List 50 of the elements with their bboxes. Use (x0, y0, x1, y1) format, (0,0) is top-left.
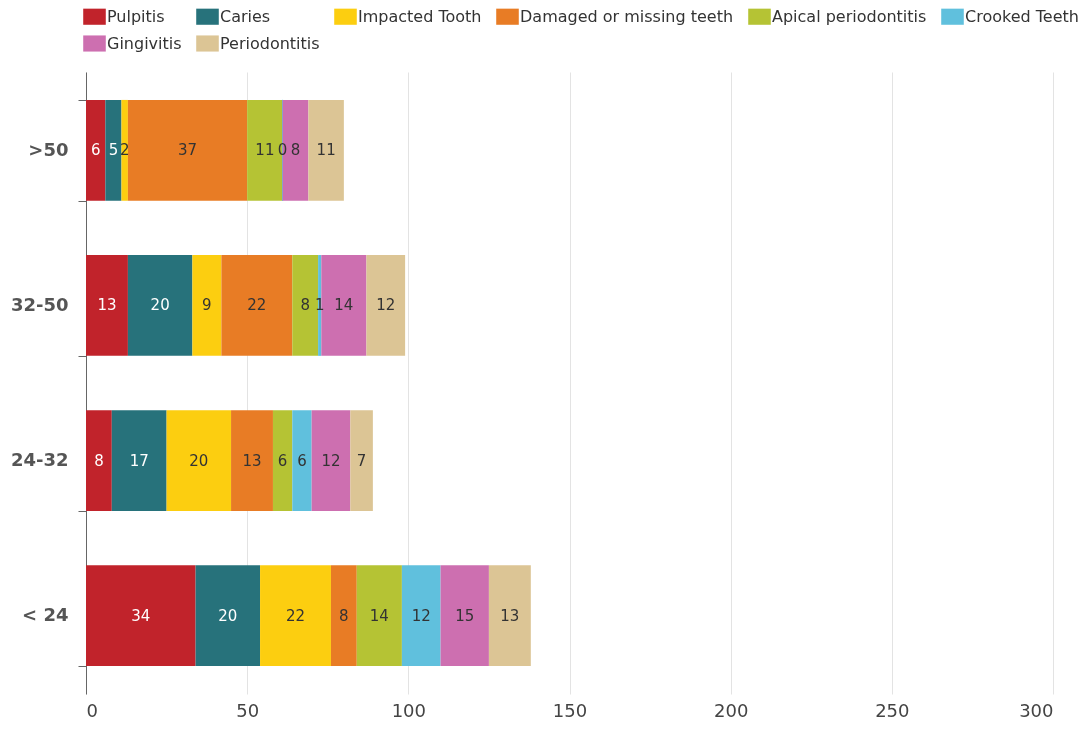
data-label: 12 (376, 296, 396, 315)
x-tick-label: 300 (1019, 699, 1054, 721)
y-tick-label: < 24 (22, 604, 69, 626)
legend-label: Pulpitis (107, 6, 165, 26)
y-tick-label: >50 (28, 138, 69, 160)
x-tick-label: 0 (86, 699, 98, 721)
data-label: 1 (314, 296, 325, 315)
data-label: 2 (119, 141, 130, 160)
data-label: 34 (131, 606, 151, 625)
legend-label: Gingivitis (107, 33, 182, 53)
data-label: 8 (94, 451, 104, 470)
data-label: 8 (300, 296, 310, 315)
data-label: 5 (108, 141, 119, 160)
data-label: 22 (285, 606, 306, 625)
legend-label: Caries (220, 6, 271, 26)
x-tick-label: 200 (713, 699, 749, 721)
data-label: 11 (255, 141, 275, 160)
data-label: 20 (218, 606, 238, 625)
data-label: 14 (369, 606, 389, 625)
legend-label: Apical periodontitis (772, 6, 927, 26)
legend-label: Impacted Tooth (358, 6, 482, 26)
data-label: 12 (321, 451, 341, 470)
data-label: 17 (129, 451, 149, 470)
data-label: 11 (316, 141, 336, 160)
y-tick-label: 24-32 (10, 449, 69, 471)
data-label: 15 (455, 606, 475, 625)
data-label: 14 (334, 296, 354, 315)
data-label: 20 (189, 451, 209, 470)
x-tick-label: 50 (236, 699, 260, 721)
x-tick-label: 100 (391, 699, 427, 721)
data-label: 22 (247, 296, 267, 315)
data-label: 7 (356, 451, 367, 470)
data-label: 13 (97, 296, 117, 315)
x-tick-label: 150 (552, 699, 588, 721)
data-label: 6 (297, 451, 307, 470)
data-label: 13 (242, 451, 262, 470)
y-tick-label: 32-50 (10, 293, 69, 315)
data-label: 6 (277, 451, 288, 470)
data-label: 8 (290, 141, 301, 160)
data-label: 6 (90, 141, 101, 160)
data-label: 8 (339, 606, 349, 625)
data-label: 13 (500, 606, 520, 625)
legend-label: Damaged or missing teeth (520, 6, 734, 26)
data-label: 12 (411, 606, 431, 625)
data-label: 9 (202, 296, 212, 315)
x-tick-label: 250 (875, 699, 910, 721)
legend-label: Periodontitis (220, 33, 320, 53)
legend-label: Crooked Teeth (965, 6, 1079, 26)
data-label: 20 (150, 296, 170, 315)
data-label: 37 (177, 141, 198, 160)
